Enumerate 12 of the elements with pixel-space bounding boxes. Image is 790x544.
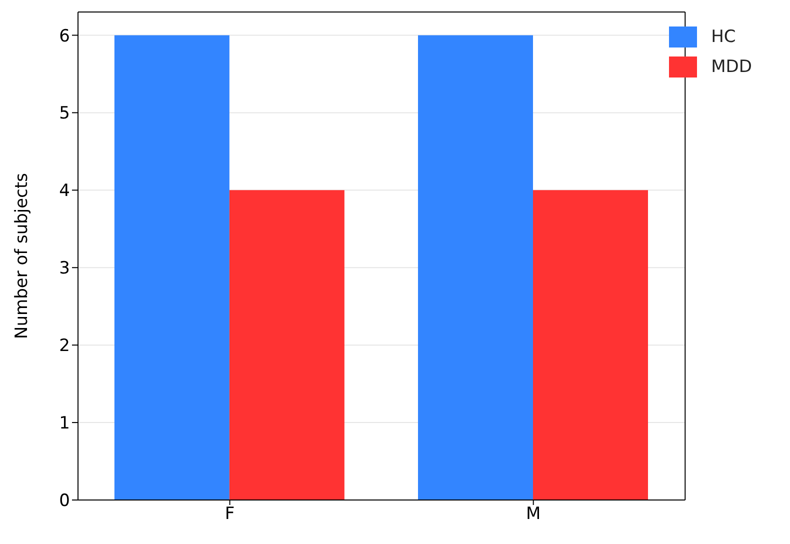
- y-tick-label: 2: [59, 336, 70, 356]
- y-tick-label: 4: [59, 181, 70, 202]
- legend-label: HC: [711, 27, 736, 47]
- y-tick-label: 5: [59, 104, 70, 124]
- y-axis-title: Number of subjects: [12, 172, 32, 339]
- y-tick-label: 6: [59, 26, 70, 46]
- y-tick-label: 3: [59, 258, 70, 279]
- y-tick-label: 1: [59, 414, 70, 434]
- legend-label: MDD: [711, 57, 752, 77]
- y-tick-label: 0: [59, 491, 70, 512]
- x-tick-label: M: [526, 504, 541, 524]
- x-tick-label: F: [224, 504, 235, 524]
